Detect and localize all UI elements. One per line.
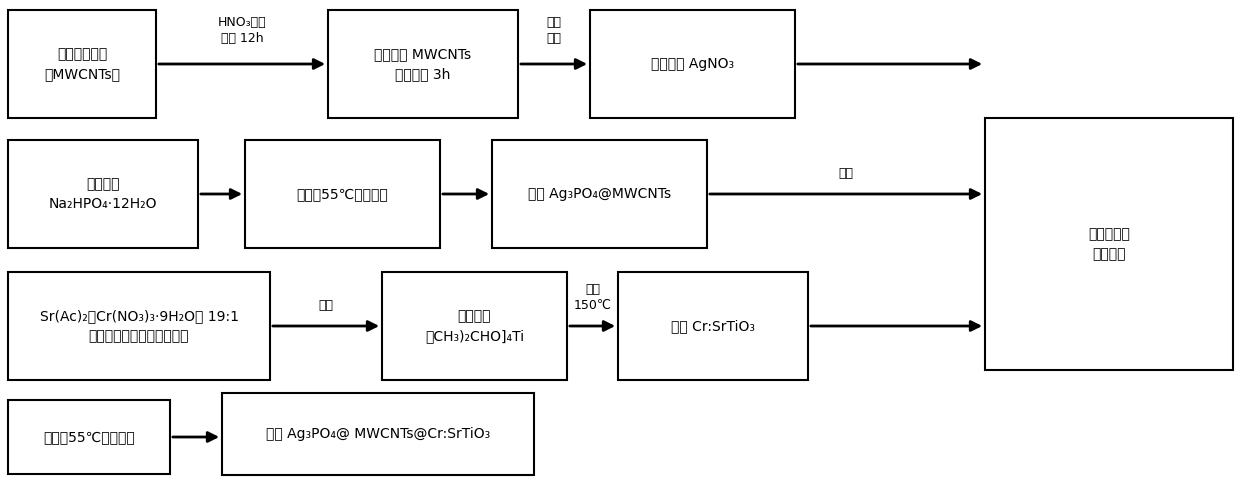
- Bar: [590, 10, 795, 118]
- Text: HNO₃搅拌
回流 12h: HNO₃搅拌 回流 12h: [218, 16, 267, 45]
- Text: 加入聚乙烯
比咯烷酮: 加入聚乙烯 比咯烷酮: [1087, 227, 1130, 261]
- Bar: [618, 272, 808, 380]
- Text: 得到 Cr:SrTiO₃: 得到 Cr:SrTiO₃: [671, 319, 755, 333]
- Text: 逐滴加入
（CH₃)₂CHO]₄Ti: 逐滴加入 （CH₃)₂CHO]₄Ti: [425, 309, 525, 343]
- Bar: [222, 393, 534, 475]
- Text: 搅拌
150℃: 搅拌 150℃: [574, 283, 611, 312]
- Text: 得到 Ag₃PO₄@MWCNTs: 得到 Ag₃PO₄@MWCNTs: [528, 187, 671, 201]
- Text: 改性后的 MWCNTs
超声处理 3h: 改性后的 MWCNTs 超声处理 3h: [374, 47, 471, 81]
- Bar: [7, 400, 170, 474]
- Bar: [7, 10, 156, 118]
- Text: 搅拌
避光: 搅拌 避光: [547, 16, 562, 45]
- Bar: [985, 118, 1233, 370]
- Text: 多壁碳纳米管
（MWCNTs）: 多壁碳纳米管 （MWCNTs）: [43, 47, 120, 81]
- Text: 逐滴加入
Na₂HPO₄·12H₂O: 逐滴加入 Na₂HPO₄·12H₂O: [48, 177, 157, 211]
- Text: 搅拌: 搅拌: [838, 167, 853, 180]
- Text: 逐滴加入 AgNO₃: 逐滴加入 AgNO₃: [651, 57, 734, 71]
- Bar: [492, 140, 707, 248]
- Text: 洗涤，55℃真空干燥: 洗涤，55℃真空干燥: [296, 187, 388, 201]
- Text: 搅拌: 搅拌: [319, 299, 334, 312]
- Text: 洗涤，55℃真空干燥: 洗涤，55℃真空干燥: [43, 430, 135, 444]
- Text: Sr(Ac)₂和Cr(NO₃)₃·9H₂O以 19:1
摩尔比混合溶解在乙二醇中: Sr(Ac)₂和Cr(NO₃)₃·9H₂O以 19:1 摩尔比混合溶解在乙二醇中: [40, 309, 238, 343]
- Bar: [246, 140, 440, 248]
- Bar: [7, 140, 198, 248]
- Bar: [7, 272, 270, 380]
- Bar: [329, 10, 518, 118]
- Text: 得到 Ag₃PO₄@ MWCNTs@Cr:SrTiO₃: 得到 Ag₃PO₄@ MWCNTs@Cr:SrTiO₃: [265, 427, 490, 441]
- Bar: [382, 272, 567, 380]
